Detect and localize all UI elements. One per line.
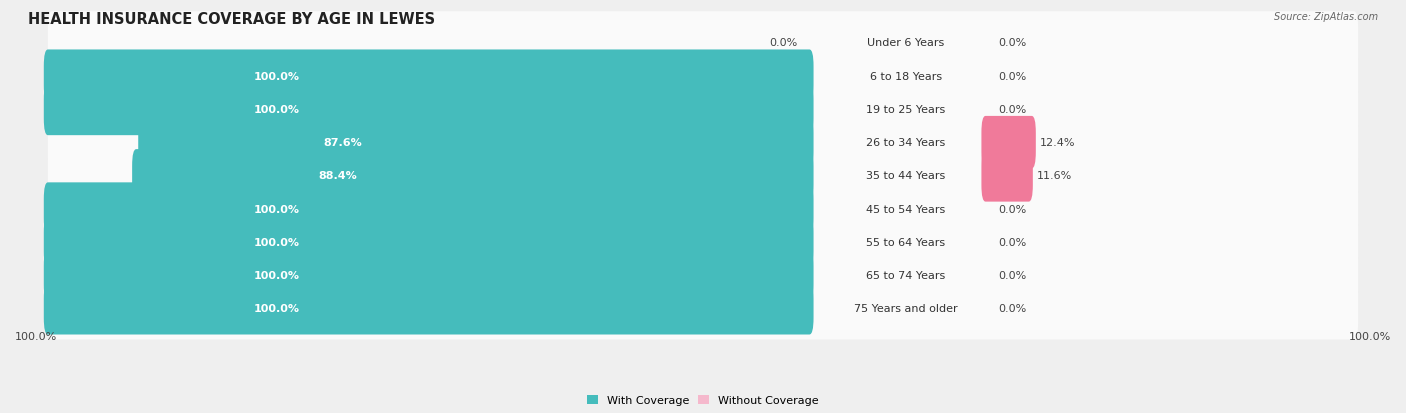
Text: 87.6%: 87.6%	[323, 138, 361, 148]
Text: 0.0%: 0.0%	[998, 71, 1026, 81]
Text: 100.0%: 100.0%	[253, 204, 299, 214]
Text: 65 to 74 Years: 65 to 74 Years	[866, 271, 945, 280]
Text: 0.0%: 0.0%	[769, 38, 797, 48]
Text: 100.0%: 100.0%	[253, 104, 299, 115]
FancyBboxPatch shape	[48, 244, 1358, 306]
FancyBboxPatch shape	[44, 216, 814, 268]
FancyBboxPatch shape	[44, 50, 814, 103]
FancyBboxPatch shape	[132, 150, 814, 202]
FancyBboxPatch shape	[48, 45, 1358, 108]
FancyBboxPatch shape	[44, 183, 814, 235]
FancyBboxPatch shape	[44, 249, 814, 301]
Text: 35 to 44 Years: 35 to 44 Years	[866, 171, 945, 181]
Text: 45 to 54 Years: 45 to 54 Years	[866, 204, 945, 214]
Text: 100.0%: 100.0%	[253, 237, 299, 247]
Text: 19 to 25 Years: 19 to 25 Years	[866, 104, 945, 115]
FancyBboxPatch shape	[981, 116, 1036, 169]
Text: 100.0%: 100.0%	[253, 71, 299, 81]
Text: Under 6 Years: Under 6 Years	[868, 38, 945, 48]
FancyBboxPatch shape	[48, 78, 1358, 141]
FancyBboxPatch shape	[48, 278, 1358, 339]
FancyBboxPatch shape	[48, 112, 1358, 174]
Text: 11.6%: 11.6%	[1038, 171, 1073, 181]
FancyBboxPatch shape	[48, 211, 1358, 273]
Text: 0.0%: 0.0%	[998, 204, 1026, 214]
Legend: With Coverage, Without Coverage: With Coverage, Without Coverage	[582, 391, 824, 410]
Text: 0.0%: 0.0%	[998, 38, 1026, 48]
FancyBboxPatch shape	[48, 12, 1358, 74]
FancyBboxPatch shape	[48, 145, 1358, 207]
Text: 100.0%: 100.0%	[15, 332, 58, 342]
FancyBboxPatch shape	[44, 282, 814, 335]
FancyBboxPatch shape	[44, 83, 814, 136]
Text: 0.0%: 0.0%	[998, 304, 1026, 313]
FancyBboxPatch shape	[138, 116, 814, 169]
Text: 75 Years and older: 75 Years and older	[853, 304, 957, 313]
Text: 88.4%: 88.4%	[319, 171, 357, 181]
Text: 12.4%: 12.4%	[1040, 138, 1076, 148]
Text: 55 to 64 Years: 55 to 64 Years	[866, 237, 945, 247]
FancyBboxPatch shape	[48, 178, 1358, 240]
FancyBboxPatch shape	[981, 150, 1033, 202]
Text: 0.0%: 0.0%	[998, 237, 1026, 247]
Text: 26 to 34 Years: 26 to 34 Years	[866, 138, 945, 148]
Text: Source: ZipAtlas.com: Source: ZipAtlas.com	[1274, 12, 1378, 22]
Text: 0.0%: 0.0%	[998, 104, 1026, 115]
Text: 100.0%: 100.0%	[1348, 332, 1391, 342]
Text: 0.0%: 0.0%	[998, 271, 1026, 280]
Text: HEALTH INSURANCE COVERAGE BY AGE IN LEWES: HEALTH INSURANCE COVERAGE BY AGE IN LEWE…	[28, 12, 436, 27]
Text: 100.0%: 100.0%	[253, 271, 299, 280]
Text: 100.0%: 100.0%	[253, 304, 299, 313]
Text: 6 to 18 Years: 6 to 18 Years	[870, 71, 942, 81]
